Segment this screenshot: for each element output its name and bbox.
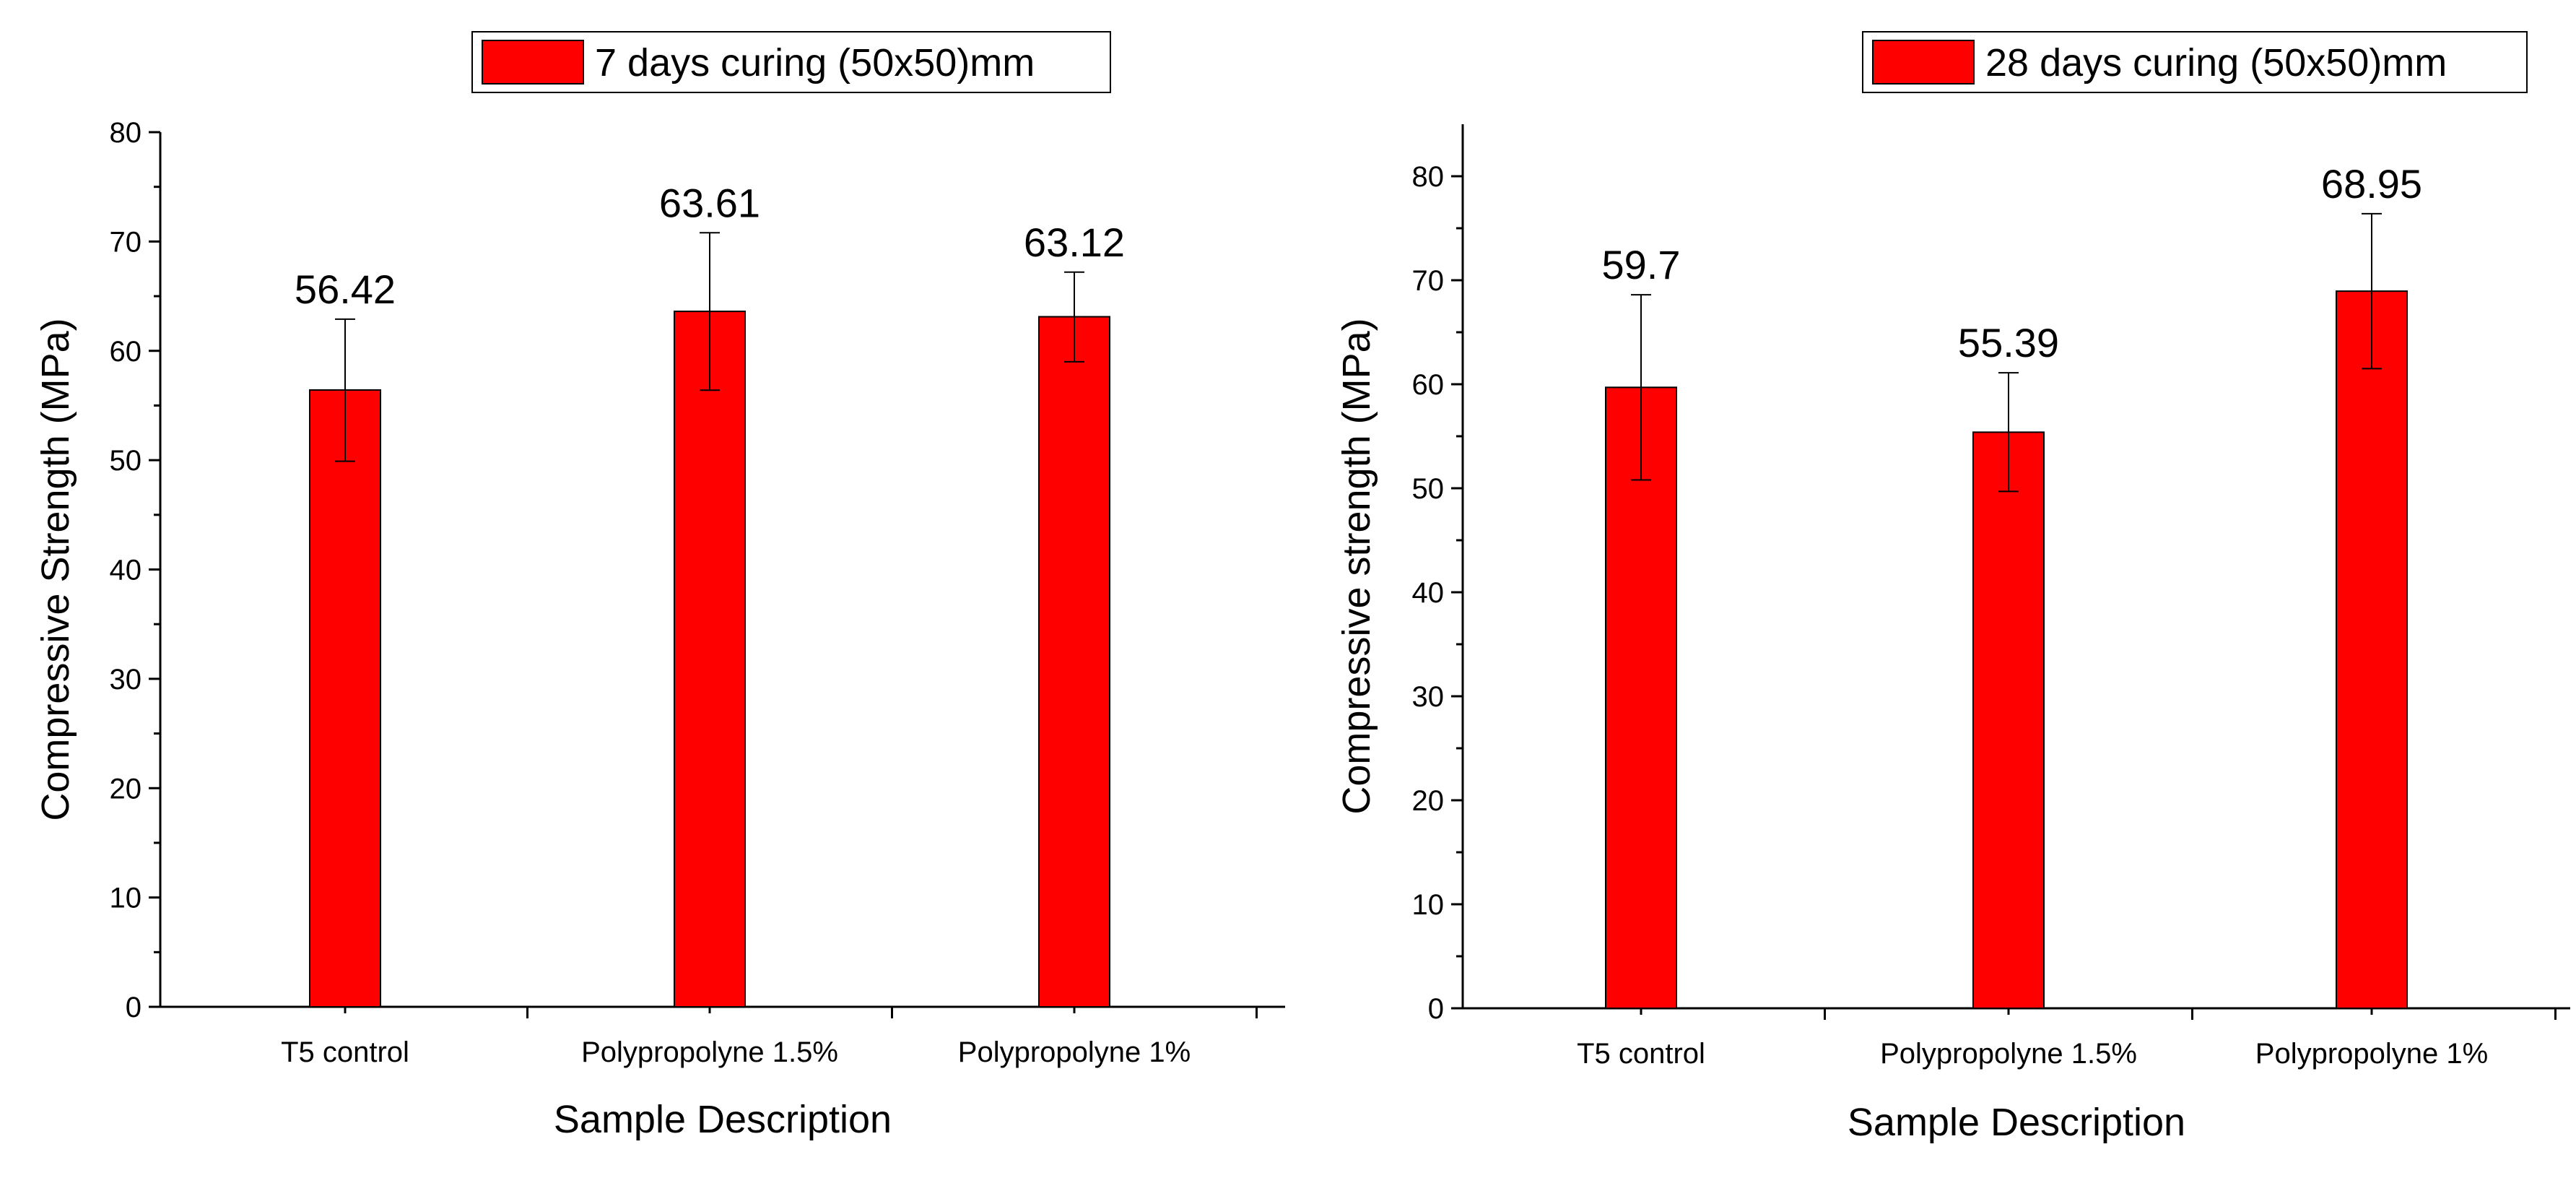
y-tick-label: 80 bbox=[110, 117, 142, 149]
y-tick-label: 50 bbox=[110, 445, 142, 477]
data-label: 63.12 bbox=[1024, 220, 1125, 265]
bar bbox=[1038, 316, 1110, 1008]
x-tick-label: Polypropolyne 1.5% bbox=[581, 1036, 838, 1068]
x-tick-label: T5 control bbox=[281, 1036, 409, 1068]
x-axis-title: Sample Description bbox=[554, 1098, 892, 1141]
chart-28-days: 0 10 20 30 40 50 60 70 80 59.7 T5 control 55.39 Poly… bbox=[1335, 31, 2570, 1144]
x-tick-label: Polypropolyne 1% bbox=[958, 1036, 1191, 1068]
y-tick-label: 10 bbox=[1412, 889, 1445, 921]
y-tick-label: 70 bbox=[1412, 265, 1445, 297]
data-label: 55.39 bbox=[1958, 320, 2059, 365]
y-tick-label: 50 bbox=[1412, 473, 1445, 505]
y-tick-label: 70 bbox=[110, 226, 142, 258]
bar bbox=[309, 389, 381, 1008]
data-label: 59.7 bbox=[1602, 242, 1681, 287]
y-tick-label: 10 bbox=[110, 883, 142, 914]
legend-label: 7 days curing (50x50)mm bbox=[595, 41, 1035, 85]
x-tick-label: Polypropolyne 1.5% bbox=[1880, 1038, 2137, 1070]
legend-swatch bbox=[1872, 40, 1975, 85]
y-tick-label: 20 bbox=[1412, 785, 1445, 817]
y-tick-label: 60 bbox=[1412, 369, 1445, 401]
bar bbox=[2336, 290, 2408, 1009]
y-axis-title: Compressive Strength (MPa) bbox=[34, 318, 77, 820]
y-tick-label: 20 bbox=[110, 773, 142, 805]
y-tick-label: 0 bbox=[126, 992, 142, 1023]
data-label: 63.61 bbox=[659, 180, 760, 225]
x-tick-label: Polypropolyne 1% bbox=[2255, 1038, 2488, 1070]
legend-swatch bbox=[482, 40, 584, 85]
bar bbox=[674, 311, 746, 1008]
y-tick-label: 40 bbox=[110, 555, 142, 586]
y-tick-label: 80 bbox=[1412, 161, 1445, 193]
y-tick-label: 30 bbox=[110, 664, 142, 696]
y-axis-title: Compressive strength (MPa) bbox=[1335, 318, 1378, 814]
x-axis-title: Sample Description bbox=[1848, 1101, 2185, 1144]
y-tick-label: 30 bbox=[1412, 681, 1445, 713]
bar bbox=[1605, 386, 1677, 1009]
data-label: 68.95 bbox=[2321, 161, 2422, 207]
y-tick-label: 0 bbox=[1428, 993, 1444, 1025]
chart-7-days: 0 10 20 30 40 50 60 70 80 56.42 T5 control 63.61 Pol… bbox=[34, 31, 1285, 1141]
legend-label: 28 days curing (50x50)mm bbox=[1985, 41, 2447, 85]
y-tick-label: 60 bbox=[110, 336, 142, 368]
y-tick-label: 40 bbox=[1412, 577, 1445, 609]
bar bbox=[1972, 431, 2045, 1009]
x-tick-label: T5 control bbox=[1577, 1038, 1705, 1070]
data-label: 56.42 bbox=[295, 267, 396, 312]
